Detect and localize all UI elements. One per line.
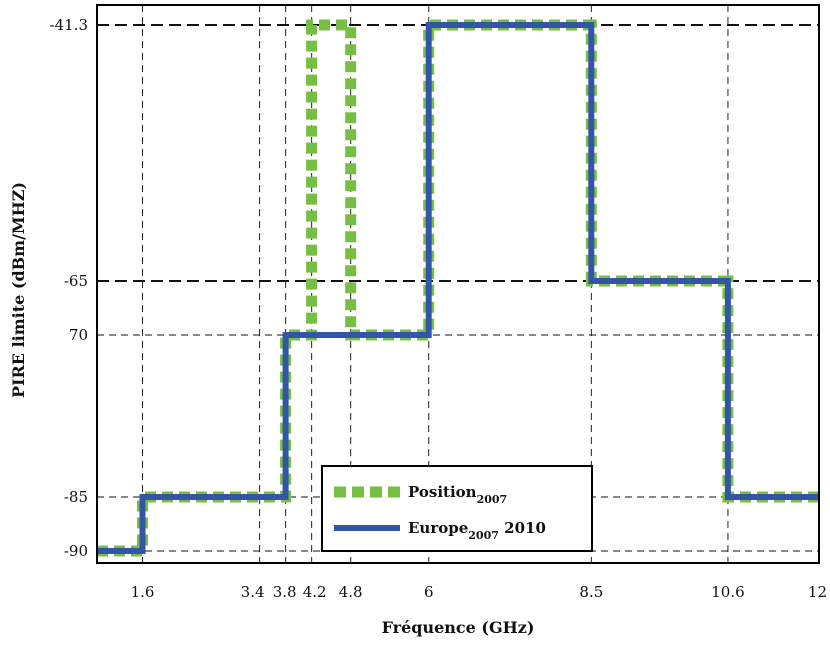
x-tick-label: 10.6: [711, 583, 744, 601]
y-tick-label: -65: [64, 272, 88, 290]
legend-label: Europe2007 2010: [408, 519, 546, 542]
plot-frame: [96, 4, 820, 564]
x-tick-label: 4.2: [303, 583, 327, 601]
legend-box: [321, 465, 593, 552]
y-tick-label: -85: [64, 488, 88, 506]
x-tick-label: 4.8: [339, 583, 363, 601]
y-tick-label: 70: [69, 326, 88, 344]
tick-layer: 1.6 3.4 3.8 4.2 4.8 6 8.5 10.6 12 -41.3 -65 70 -85 -9…: [50, 16, 827, 601]
x-tick-label: 12: [808, 583, 827, 601]
x-tick-label: 3.4: [241, 583, 265, 601]
x-tick-label: 3.8: [273, 583, 297, 601]
x-axis-title: Fréquence (GHz): [382, 618, 535, 637]
x-tick-label: 6: [424, 583, 434, 601]
x-tick-label: 8.5: [579, 583, 603, 601]
y-axis-title: PIRE limite (dBm/MHZ): [9, 182, 28, 398]
series-layer: [97, 19, 819, 557]
y-tick-label: -90: [64, 542, 88, 560]
series-europe-line: [97, 22, 819, 554]
y-tick-label: -41.3: [50, 16, 88, 34]
x-tick-label: 1.6: [131, 583, 155, 601]
